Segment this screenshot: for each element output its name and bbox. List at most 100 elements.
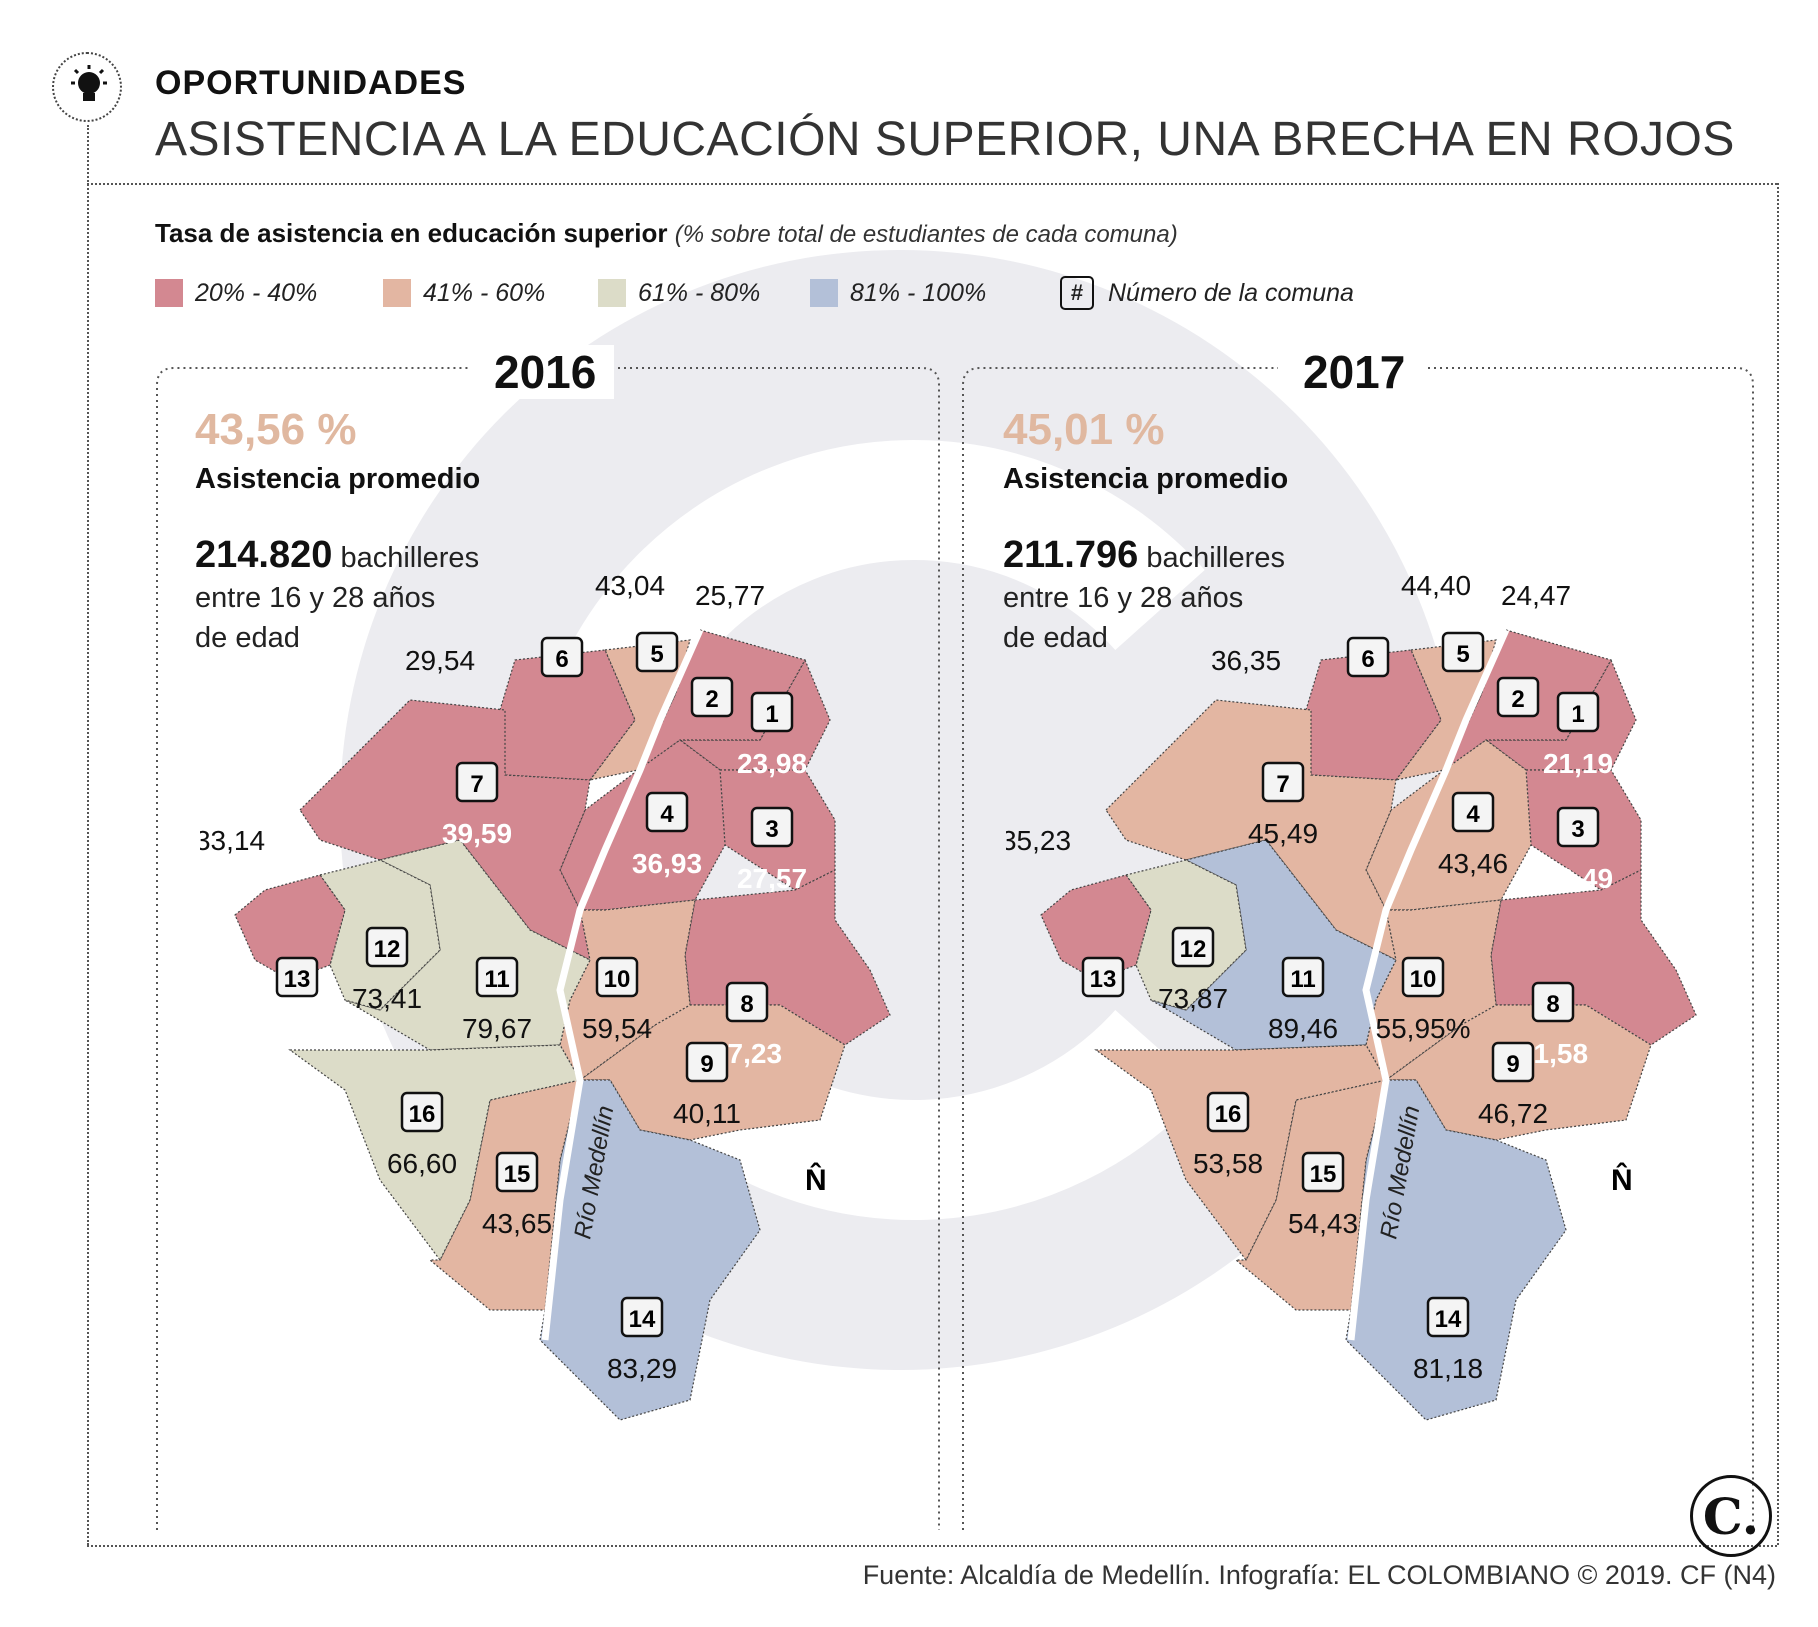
legend-subtitle: (% sobre total de estudiantes de cada co… [674, 221, 1178, 248]
comuna-16-number: 16 [409, 1101, 436, 1128]
frame-border [87, 183, 1777, 185]
comuna-10-value: 55,95% [1376, 1013, 1471, 1044]
source-credit: Fuente: Alcaldía de Medellín. Infografía… [862, 1560, 1776, 1590]
comuna-12-number: 12 [374, 936, 401, 963]
north-arrow-icon: N̂ [1611, 1163, 1633, 1197]
el-colombiano-logo: C. [1690, 1475, 1772, 1557]
legend-swatch [155, 279, 183, 307]
legend-swatch [810, 279, 838, 307]
comuna-8-number: 8 [1546, 991, 1559, 1018]
legend-item: 20% - 40% [155, 278, 317, 308]
comuna-9-badge [685, 1041, 729, 1083]
comuna-3-number: 3 [765, 816, 778, 843]
comuna-13-badge [275, 956, 319, 998]
map-2016: Río Medellín123,98225,77327,57436,93543,… [200, 570, 891, 1421]
population-line1: bachilleres [1146, 542, 1285, 574]
comuna-13-value: 33,14 [200, 825, 265, 856]
comuna-8-number: 8 [740, 991, 753, 1018]
comuna-1-badge [750, 691, 794, 733]
comuna-11-badge [1281, 956, 1325, 998]
comuna-5-number: 5 [650, 641, 663, 668]
legend-label: 81% - 100% [850, 278, 987, 307]
comuna-4-value: 36,93 [632, 848, 702, 879]
comuna-12-badge [365, 926, 409, 968]
comuna-5-area [1394, 639, 1497, 781]
comuna-11-area [344, 839, 591, 1051]
river-line [541, 628, 704, 1341]
comuna-7-badge [455, 761, 499, 803]
comuna-7-area [1105, 699, 1397, 962]
year-2016: 2016 [476, 345, 615, 399]
comuna-1-number: 1 [765, 701, 778, 728]
legend-item: 61% - 80% [598, 278, 760, 308]
comuna-11-value: 79,67 [462, 1013, 532, 1044]
comuna-1-badge [1556, 691, 1600, 733]
comuna-6-value: 29,54 [405, 645, 475, 676]
comuna-14-area [539, 1079, 761, 1421]
comuna-5-value: 44,40 [1401, 570, 1471, 601]
comuna-12-number: 12 [1180, 936, 1207, 963]
comuna-11-value: 89,46 [1268, 1013, 1338, 1044]
legend-swatch [598, 279, 626, 307]
frame-border [1777, 183, 1779, 1545]
year-2017: 2017 [1285, 345, 1424, 399]
comuna-9-value: 40,11 [673, 1098, 741, 1129]
comuna-15-number: 15 [1310, 1161, 1337, 1188]
population-line2: entre 16 y 28 años [1003, 582, 1244, 614]
population-value: 211.796 [1003, 534, 1139, 576]
comuna-4-number: 4 [660, 801, 674, 828]
comuna-11-number: 11 [484, 966, 509, 993]
comuna-14-number: 14 [629, 1306, 656, 1333]
legend-title-text: Tasa de asistencia en educación superior [155, 218, 668, 248]
comuna-3-number: 3 [1571, 816, 1584, 843]
legend-swatch [383, 279, 411, 307]
comuna-16-value: 66,60 [387, 1148, 457, 1179]
map-2017: Río Medellín121,19224,47330,49443,46544,… [1006, 570, 1697, 1421]
comuna-9-value: 46,72 [1478, 1098, 1548, 1129]
comuna-16-area [1094, 1044, 1387, 1262]
comuna-6-number: 6 [555, 646, 568, 673]
comuna-12-value: 73,87 [1158, 983, 1228, 1014]
comuna-13-number: 13 [284, 966, 311, 993]
comuna-6-number: 6 [1361, 646, 1374, 673]
comuna-10-value: 59,54 [582, 1013, 652, 1044]
comuna-9-number: 9 [1506, 1051, 1519, 1078]
comuna-number-symbol: # [1060, 276, 1094, 310]
north-arrow-icon: N̂ [805, 1163, 827, 1197]
comuna-4-number: 4 [1466, 801, 1480, 828]
comuna-14-badge [620, 1296, 664, 1338]
comuna-16-value: 53,58 [1193, 1148, 1263, 1179]
frame-border [87, 1545, 1777, 1547]
comuna-13-badge [1081, 956, 1125, 998]
comuna-2-badge [690, 676, 734, 718]
comuna-2-value: 25,77 [695, 580, 765, 611]
comuna-16-area [288, 1044, 581, 1262]
comuna-10-badge [595, 956, 639, 998]
comuna-3-badge [750, 806, 794, 848]
comuna-10-number: 10 [604, 966, 631, 993]
comuna-2-number: 2 [1511, 686, 1524, 713]
population-line3: de edad [1003, 622, 1108, 654]
legend-item: 41% - 60% [383, 278, 545, 308]
comuna-14-badge [1426, 1296, 1470, 1338]
comuna-14-number: 14 [1435, 1306, 1462, 1333]
comuna-8-badge [1531, 981, 1575, 1023]
comuna-15-number: 15 [504, 1161, 531, 1188]
comuna-10-number: 10 [1410, 966, 1437, 993]
comuna-3-badge [1556, 806, 1600, 848]
comuna-5-badge [1441, 631, 1485, 673]
average-value: 43,56 % [195, 405, 357, 454]
comuna-3-value: 27,57 [737, 863, 807, 894]
comuna-4-badge [645, 791, 689, 833]
comuna-6-value: 36,35 [1211, 645, 1281, 676]
comuna-5-value: 43,04 [595, 570, 665, 601]
comuna-16-badge [400, 1091, 444, 1133]
average-label: Asistencia promedio [195, 463, 481, 495]
comuna-16-number: 16 [1215, 1101, 1242, 1128]
comuna-15-badge [495, 1151, 539, 1193]
comuna-13-number: 13 [1090, 966, 1117, 993]
comuna-1-value: 23,98 [737, 748, 807, 779]
comuna-14-area [1345, 1079, 1567, 1421]
lightbulb-icon [52, 52, 122, 122]
comuna-13-value: 35,23 [1006, 825, 1071, 856]
